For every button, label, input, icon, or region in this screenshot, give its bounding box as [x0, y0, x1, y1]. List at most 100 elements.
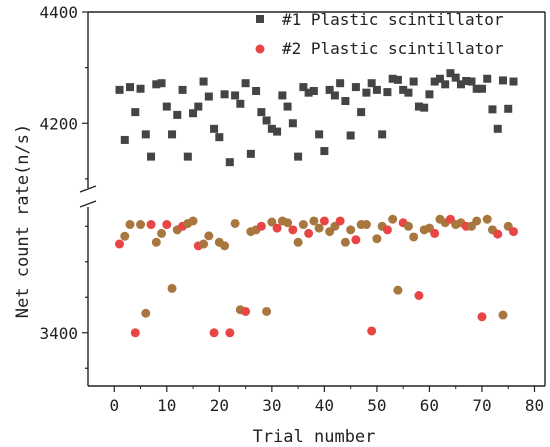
data-point-series-1 [362, 88, 371, 97]
data-point-series-1 [351, 83, 360, 92]
data-point-series-2 [288, 225, 298, 235]
data-point-series-1 [378, 130, 387, 139]
data-point-series-2 [167, 283, 177, 293]
data-point-series-2 [346, 225, 356, 235]
data-point-series-2 [267, 217, 277, 227]
data-point-series-2 [146, 220, 156, 230]
data-point-series-2 [120, 231, 130, 241]
data-point-series-1 [294, 152, 303, 161]
data-point-series-1 [231, 91, 240, 100]
data-point-series-1 [430, 77, 439, 86]
data-point-series-1 [441, 80, 450, 89]
legend: #1 Plastic scintillator #2 Plastic scint… [255, 10, 504, 58]
data-point-series-2 [351, 235, 361, 245]
data-point-series-2 [414, 291, 424, 300]
data-point-series-1 [383, 88, 392, 97]
data-point-series-1 [409, 77, 418, 86]
data-point-series-2 [430, 228, 440, 238]
data-point-series-1 [136, 84, 145, 93]
legend-marker-2 [255, 44, 265, 54]
data-point-series-2 [388, 214, 398, 224]
data-point-series-1 [273, 127, 282, 136]
data-point-series-1 [126, 83, 135, 92]
legend-label-1: #1 Plastic scintillator [282, 10, 504, 29]
data-point-series-2 [283, 218, 293, 228]
data-point-series-2 [293, 237, 303, 247]
data-point-series-1 [462, 76, 471, 85]
lower-y-ticks: 3400 [39, 225, 88, 369]
data-point-series-1 [225, 158, 234, 167]
data-point-series-1 [173, 110, 182, 119]
data-point-series-2 [115, 239, 125, 249]
y-tick-label: 4200 [39, 114, 78, 133]
data-point-series-2 [141, 308, 151, 318]
data-point-series-1 [189, 109, 198, 118]
data-point-series-1 [147, 152, 156, 161]
data-point-series-1 [330, 91, 339, 100]
data-point-series-1 [115, 85, 124, 94]
data-point-series-1 [472, 84, 481, 93]
data-point-series-1 [267, 124, 276, 133]
data-point-series-2 [220, 241, 230, 251]
data-point-series-1 [393, 75, 402, 84]
x-tick-label: 40 [315, 396, 334, 415]
data-point-series-2 [204, 231, 214, 241]
data-point-series-1 [498, 76, 507, 85]
x-tick-label: 10 [157, 396, 176, 415]
data-point-series-1 [215, 133, 224, 142]
legend-label-2: #2 Plastic scintillator [282, 39, 504, 58]
data-point-series-1 [131, 108, 140, 117]
data-point-series-1 [246, 149, 255, 158]
data-point-series-1 [168, 130, 177, 139]
data-point-series-1 [157, 79, 166, 88]
data-point-series-1 [488, 105, 497, 114]
data-point-series-1 [435, 74, 444, 83]
data-point-series-1 [220, 90, 229, 99]
data-point-series-2 [382, 225, 392, 235]
data-point-series-1 [483, 74, 492, 83]
data-point-series-2 [508, 227, 518, 237]
data-point-series-2 [188, 216, 198, 226]
data-point-series-1 [425, 90, 434, 99]
data-point-series-2 [472, 216, 482, 226]
data-point-series-1 [262, 116, 271, 125]
data-point-series-2 [157, 228, 167, 238]
data-point-series-1 [477, 84, 486, 93]
data-point-series-1 [309, 86, 318, 95]
y-axis-label: Net count rate(n/s) [13, 124, 33, 318]
data-point-series-1 [288, 119, 297, 128]
data-point-series-2 [361, 220, 371, 230]
data-point-series-2 [403, 221, 413, 231]
data-point-series-1 [257, 108, 266, 117]
data-point-series-1 [241, 79, 250, 88]
data-point-series-2 [256, 221, 266, 231]
data-point-series-2 [314, 223, 324, 233]
data-point-series-1 [367, 79, 376, 88]
data-point-series-2 [241, 306, 251, 316]
data-point-series-2 [304, 228, 314, 238]
series-2-points [115, 214, 518, 338]
x-axis-label: Trial number [253, 427, 376, 447]
data-point-series-1 [420, 103, 429, 112]
data-point-series-2 [225, 328, 235, 338]
data-point-series-2 [335, 216, 345, 226]
data-point-series-1 [299, 83, 308, 92]
x-tick-label: 50 [367, 396, 386, 415]
x-tick-label: 20 [210, 396, 229, 415]
data-point-series-1 [467, 77, 476, 86]
data-point-series-1 [278, 91, 287, 100]
data-point-series-1 [404, 88, 413, 97]
data-point-series-1 [236, 99, 245, 108]
data-point-series-1 [304, 88, 313, 97]
x-tick-label: 80 [525, 396, 544, 415]
data-point-series-2 [393, 285, 403, 295]
data-point-series-1 [346, 131, 355, 140]
data-point-series-1 [210, 124, 219, 133]
data-point-series-1 [504, 104, 513, 113]
data-point-series-1 [372, 85, 381, 94]
data-point-series-2 [298, 220, 308, 230]
data-point-series-1 [388, 74, 397, 83]
data-point-series-1 [399, 85, 408, 94]
data-point-series-1 [357, 108, 366, 117]
data-point-series-2 [482, 214, 492, 224]
